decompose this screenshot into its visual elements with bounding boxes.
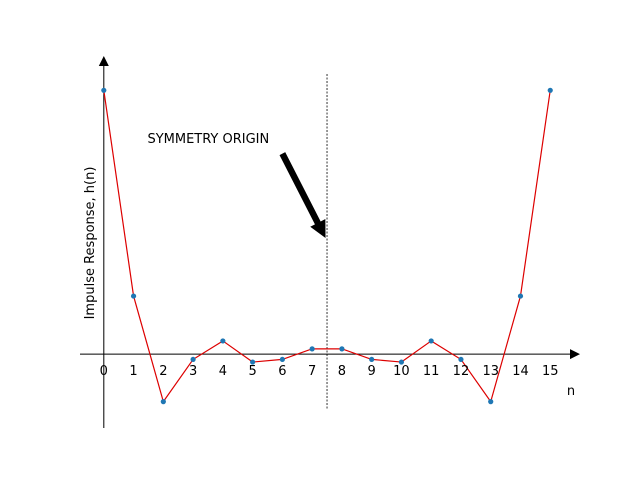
y-axis-arrowhead (98, 56, 109, 66)
x-tick-label: 5 (248, 364, 256, 379)
x-tick-label: 2 (159, 364, 167, 379)
x-tick-label: 3 (189, 364, 197, 379)
data-point (517, 293, 524, 299)
data-point (309, 346, 315, 352)
data-point (130, 293, 137, 299)
data-point (279, 356, 285, 363)
data-point (220, 338, 226, 344)
x-tick-label: 13 (482, 364, 499, 379)
data-point (428, 338, 434, 344)
data-point (190, 356, 196, 363)
x-axis-arrowhead (570, 349, 580, 360)
x-tick-label: 1 (129, 364, 137, 379)
data-point (339, 346, 345, 352)
x-tick-label: 6 (278, 364, 286, 379)
data-point (488, 399, 494, 405)
x-tick-label: 4 (219, 364, 227, 379)
x-tick-label: 9 (368, 364, 376, 379)
y-axis-label: Impulse Response, h(n) (83, 167, 98, 320)
x-tick-label: 0 (100, 364, 108, 379)
data-point (369, 356, 375, 363)
data-point (458, 356, 464, 363)
x-tick-labels: 0 1 2 3 4 5 6 7 8 9 10 11 12 13 14 15 (100, 364, 559, 379)
data-point (547, 87, 553, 93)
x-tick-label: 11 (423, 364, 440, 379)
data-point (250, 359, 256, 365)
axes (80, 56, 580, 428)
x-tick-label: 14 (512, 364, 529, 379)
x-tick-label: 15 (542, 364, 559, 379)
symmetry-origin-annotation: SYMMETRY ORIGIN (147, 132, 269, 147)
x-tick-label: 10 (393, 364, 410, 379)
x-tick-label: 8 (338, 364, 346, 379)
data-point (398, 359, 405, 365)
x-tick-label: 7 (308, 364, 316, 379)
data-point (101, 87, 107, 93)
x-axis-label: n (567, 384, 575, 399)
x-tick-label: 12 (453, 364, 470, 379)
data-point (160, 399, 166, 405)
series-line-h-n (103, 90, 551, 403)
annotation-arrow (279, 152, 326, 239)
data-markers (101, 87, 553, 405)
